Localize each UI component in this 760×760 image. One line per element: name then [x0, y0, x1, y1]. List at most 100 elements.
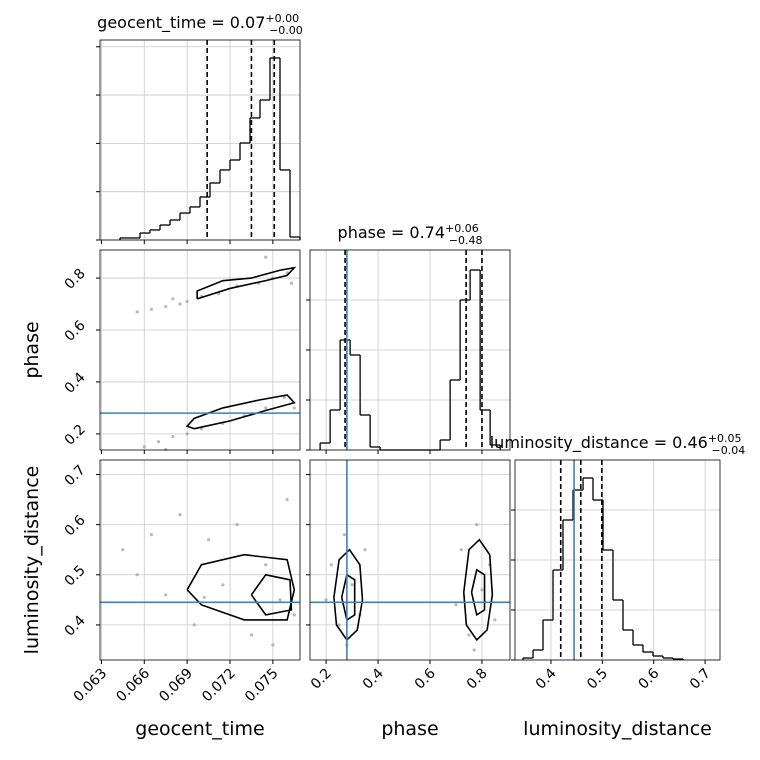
sample-point	[121, 548, 125, 552]
contour	[186, 553, 296, 621]
x-tick-label: 0.075	[242, 666, 282, 706]
panel: 0.4 0.5 0.6 0.7 luminosity_distance = 0.46+0…	[490, 432, 746, 740]
sample-point	[342, 533, 346, 537]
sample-point	[271, 643, 275, 647]
contour	[340, 573, 356, 622]
y-axis-label: luminosity_distance	[21, 466, 43, 655]
panel-frame	[99, 249, 301, 451]
panel-frame	[99, 459, 301, 661]
sample-point	[264, 406, 268, 410]
sample-point	[185, 432, 189, 436]
title-sup: +0.06	[445, 222, 479, 235]
sample-point	[164, 447, 168, 452]
contour	[196, 266, 297, 300]
x-tick-label: 0.2	[308, 666, 335, 693]
x-axis-label: geocent_time	[135, 718, 264, 740]
sample-point	[454, 603, 458, 607]
sample-point	[235, 523, 239, 527]
panel-frame	[309, 459, 511, 661]
sample-point	[206, 538, 211, 542]
x-tick-label: 0.4	[360, 665, 387, 692]
title-text: phase = 0.74	[338, 223, 445, 242]
sample-point	[135, 310, 139, 314]
x-axis-label: phase	[381, 718, 438, 740]
contour	[250, 573, 293, 616]
x-tick-label: 0.069	[156, 666, 196, 706]
x-tick-label: 0.066	[113, 665, 153, 705]
contour	[185, 394, 296, 430]
x-tick-label: 0.6	[412, 665, 439, 692]
x-tick-label: 0.4	[533, 665, 560, 692]
y-tick-label: 0.5	[62, 562, 89, 589]
sample-point	[292, 613, 296, 617]
sample-point	[149, 533, 154, 537]
sample-point	[178, 513, 182, 517]
sample-point	[149, 307, 154, 311]
title-text: luminosity_distance = 0.46	[490, 433, 708, 453]
y-tick-label: 0.6	[62, 512, 89, 539]
panel-frame	[514, 459, 721, 661]
sample-point	[493, 618, 497, 622]
title-sub: −0.04	[712, 444, 746, 457]
sample-point	[350, 583, 354, 587]
sample-point	[156, 440, 161, 444]
x-tick-label: 0.8	[464, 666, 491, 693]
sample-point	[472, 648, 476, 652]
x-tick-label: 0.072	[199, 666, 239, 706]
sample-point	[164, 593, 168, 597]
y-tick-label: 0.7	[62, 462, 89, 489]
y-axis-label: phase	[21, 321, 43, 378]
x-tick-label: 0.063	[71, 666, 111, 706]
sample-point	[475, 523, 479, 527]
title-sup: +0.00	[265, 12, 299, 25]
sample-point	[264, 563, 268, 567]
sample-point	[289, 281, 294, 285]
panel: 0.2 0.4 0.6 0.8 phase	[21, 249, 301, 454]
panel-title: geocent_time = 0.07+0.00 −0.00	[97, 12, 303, 37]
sample-point	[249, 633, 254, 637]
sample-point	[221, 583, 225, 587]
sample-point	[178, 302, 182, 306]
panel-frame	[99, 39, 301, 241]
panel: phase = 0.74+0.06 −0.48	[306, 222, 511, 454]
sample-point	[285, 497, 289, 502]
title-sub: −0.48	[449, 234, 483, 247]
panel: 0.063 0.066 0.069 0.072 0.075 0.4 0.5 0.6 0.7 geo…	[21, 459, 301, 740]
title-sub: −0.00	[269, 24, 303, 37]
sample-point	[329, 563, 333, 567]
sample-point	[278, 598, 282, 602]
y-tick-label: 0.4	[62, 612, 89, 639]
sample-point	[171, 297, 175, 301]
title-text: geocent_time = 0.07	[97, 13, 265, 33]
contour	[462, 538, 494, 642]
panel: 0.2 0.4 0.6 0.8 phase	[306, 459, 511, 740]
title-sup: +0.05	[708, 432, 742, 445]
sample-point	[264, 255, 268, 259]
y-tick-label: 0.8	[62, 266, 89, 293]
x-axis-label: luminosity_distance	[523, 718, 712, 740]
sample-point	[324, 598, 328, 602]
y-tick-label: 0.6	[62, 318, 89, 345]
sample-point	[363, 548, 367, 552]
x-tick-label: 0.6	[635, 665, 662, 692]
sample-point	[202, 595, 206, 599]
panel-frame	[309, 249, 511, 451]
sample-point	[282, 395, 286, 400]
panel: geocent_time = 0.07+0.00 −0.00	[96, 12, 303, 244]
sample-point	[185, 299, 189, 304]
contour	[470, 568, 486, 617]
sample-point	[467, 633, 471, 637]
sample-point	[292, 406, 296, 410]
panel-title: luminosity_distance = 0.46+0.05 −0.04	[490, 432, 746, 457]
x-tick-label: 0.7	[687, 666, 714, 693]
sample-point	[192, 623, 196, 627]
sample-point	[164, 305, 168, 309]
x-tick-label: 0.5	[584, 666, 611, 693]
sample-point	[135, 573, 139, 577]
contour	[333, 548, 364, 642]
sample-point	[459, 548, 463, 552]
y-tick-label: 0.2	[62, 422, 89, 449]
panel-title: phase = 0.74+0.06 −0.48	[338, 222, 483, 247]
sample-point	[480, 588, 484, 592]
